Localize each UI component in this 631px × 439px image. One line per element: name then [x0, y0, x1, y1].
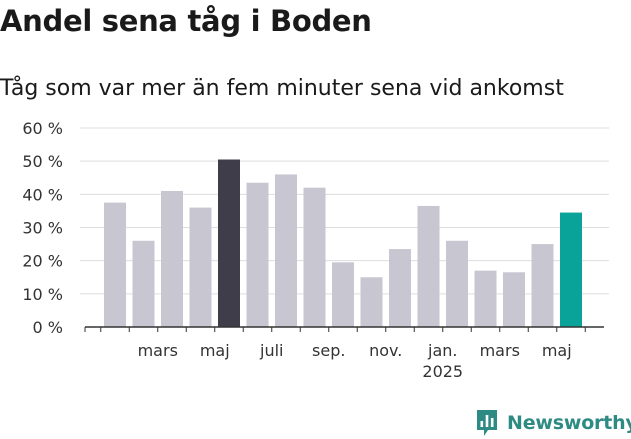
bar: [132, 240, 155, 327]
newsworthy-logo-icon: [477, 410, 497, 436]
bar: [474, 270, 497, 327]
bar: [389, 249, 411, 327]
x-tick-label: sep.: [312, 341, 345, 360]
bar: [503, 272, 525, 327]
bar: [189, 207, 212, 327]
chart-title: Andel sena tåg i Boden: [0, 4, 372, 38]
x-tick-label: mars: [138, 341, 178, 360]
bar: [560, 212, 582, 327]
y-tick-label: 40 %: [22, 185, 63, 204]
bars: [104, 159, 582, 327]
bar: [417, 205, 440, 327]
bar: [446, 240, 468, 327]
x-tick-label: maj: [542, 341, 572, 360]
bar: [161, 191, 183, 327]
y-tick-label: 10 %: [22, 285, 63, 304]
bar: [303, 187, 326, 327]
bar: [246, 182, 269, 327]
y-axis-tick-labels: 0 % 10 % 20 % 30 % 40 % 50 % 60 %: [22, 119, 63, 337]
x-tick-label: jan.: [427, 341, 457, 360]
bar: [218, 159, 240, 327]
chart-subtitle: Tåg som var mer än fem minuter sena vid …: [0, 76, 564, 101]
bar: [104, 202, 126, 327]
x-axis: mars maj juli sep. nov. jan. 2025 mars maj: [84, 326, 604, 381]
brand-name: Newsworthy: [507, 412, 631, 434]
bar: [275, 174, 297, 327]
x-tick-label: mars: [480, 341, 520, 360]
y-tick-label: 0 %: [33, 318, 63, 337]
bar: [531, 244, 554, 327]
x-tick-sublabel: 2025: [422, 362, 463, 381]
x-tick-label: maj: [200, 341, 230, 360]
brand-logo: Newsworthy: [475, 407, 631, 439]
x-tick-label: juli: [259, 341, 283, 360]
bar: [332, 262, 354, 327]
y-tick-label: 30 %: [22, 219, 63, 238]
y-tick-label: 50 %: [22, 152, 63, 171]
x-tick-label: nov.: [369, 341, 402, 360]
y-tick-label: 60 %: [22, 119, 63, 138]
y-tick-label: 20 %: [22, 252, 63, 271]
bar: [360, 277, 383, 327]
bar-chart: 0 % 10 % 20 % 30 % 40 % 50 % 60 % mars maj juli s…: [22, 119, 609, 381]
